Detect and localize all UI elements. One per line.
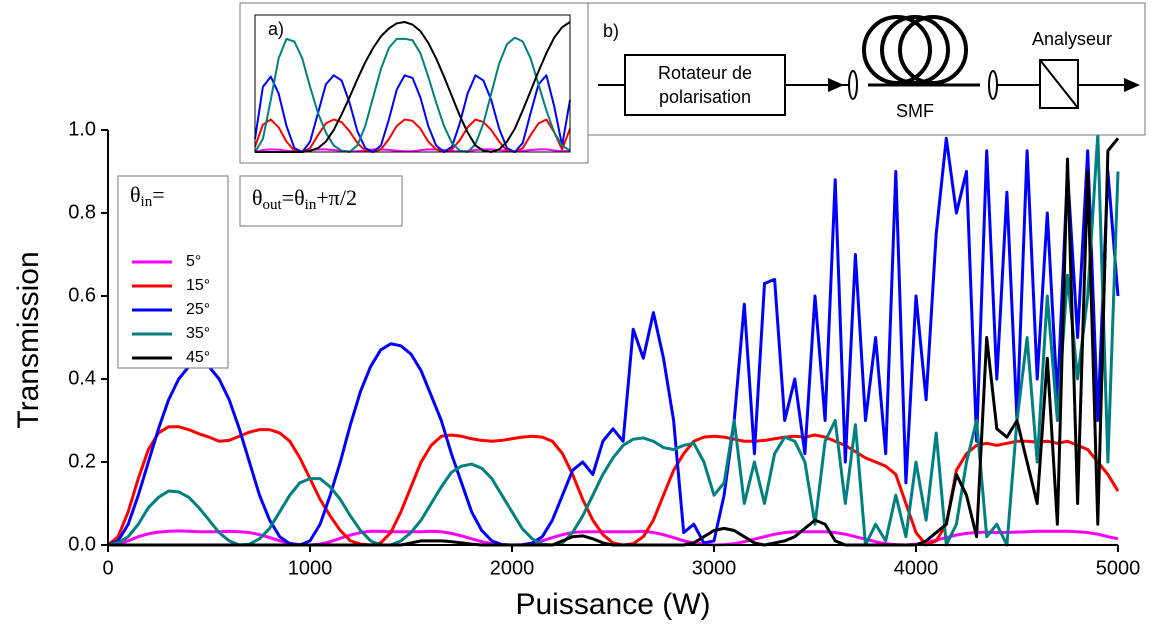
- legend-title: θin=: [130, 182, 165, 210]
- legend-label: 15°: [186, 277, 210, 294]
- text-part: θ: [252, 185, 263, 210]
- text-part: +π/2: [316, 185, 357, 210]
- plot-area: 0 1000 2000 3000 4000 5000 0.0 0.2 0.4 0.6 0.8 1.0: [68, 118, 1140, 579]
- lens: [988, 70, 998, 100]
- fiber-coil: [880, 15, 950, 85]
- analyser-label: Analyseur: [1032, 29, 1112, 49]
- legend-label: 35°: [186, 325, 210, 342]
- text-part: in: [141, 194, 153, 210]
- text-part: θ: [130, 182, 141, 207]
- x-tick-label: 3000: [692, 557, 737, 579]
- series-line: [254, 36, 571, 153]
- text-part: =: [152, 182, 164, 207]
- y-tick-label: 0.8: [68, 201, 96, 223]
- fiber-label: SMF: [896, 101, 934, 121]
- inset-label: a): [268, 19, 284, 39]
- arrow-head: [828, 78, 844, 92]
- inset-plot: [254, 21, 571, 153]
- annotation-box: [239, 175, 403, 227]
- text-part: =θ: [282, 185, 305, 210]
- x-tick-label: 1000: [288, 557, 333, 579]
- x-tick-label: 0: [102, 557, 113, 579]
- text-part: in: [305, 197, 317, 213]
- inset-frame: [254, 14, 571, 153]
- fiber-coil: [862, 15, 932, 85]
- arrow-head: [1124, 78, 1140, 92]
- legend-label: 5°: [186, 253, 201, 270]
- y-axis-title: Transmission: [12, 251, 45, 428]
- diagram-label: b): [603, 21, 619, 41]
- series-line: [255, 21, 571, 153]
- lens: [848, 70, 858, 100]
- y-tick-label: 0.6: [68, 284, 96, 306]
- y-tick-label: 0.2: [68, 450, 96, 472]
- series-line: [107, 136, 1120, 547]
- y-tick-label: 0.0: [68, 533, 96, 555]
- series-line: [107, 132, 1120, 547]
- rotator-label: Rotateur de: [658, 63, 752, 83]
- y-tick-label: 0.4: [68, 367, 96, 389]
- legend-label: 45°: [186, 349, 210, 366]
- x-axis-title: Puissance (W): [515, 588, 710, 621]
- x-tick-label: 5000: [1096, 557, 1141, 579]
- x-tick-label: 2000: [490, 557, 535, 579]
- x-tick-label: 4000: [894, 557, 939, 579]
- fiber-coil: [898, 15, 968, 85]
- analyser-diagonal: [1039, 59, 1079, 109]
- rotator-box: [624, 54, 786, 116]
- text-part: out: [263, 197, 283, 213]
- y-tick-label: 1.0: [68, 118, 96, 140]
- legend-label: 25°: [186, 301, 210, 318]
- setup-diagram: b) Rotateur de polarisation SMF Analyseu…: [587, 2, 1146, 136]
- rotator-label: polarisation: [659, 87, 751, 107]
- series-line: [254, 74, 571, 153]
- legend-box: [117, 175, 229, 369]
- legend: 5° 15° 25° 35° 45°: [132, 253, 210, 366]
- annotation: θout=θin+π/2: [252, 185, 357, 213]
- series-line: [254, 118, 571, 153]
